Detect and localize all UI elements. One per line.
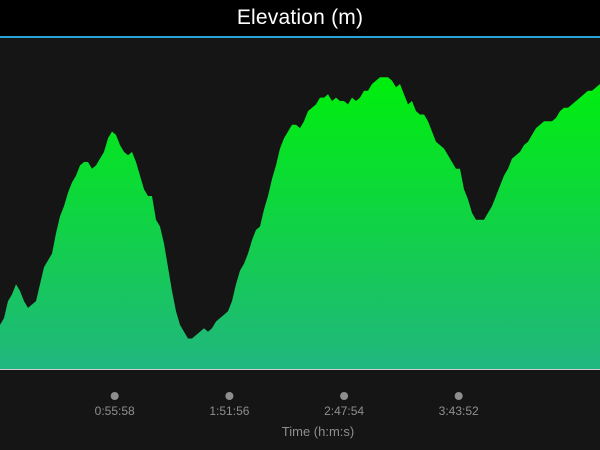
header-bar: Elevation (m) [0, 0, 600, 38]
x-tick-dot [110, 392, 119, 400]
elevation-area [0, 77, 600, 369]
x-tick-dot [225, 392, 234, 400]
x-tick-dot [454, 392, 463, 400]
x-tick-label: 0:55:58 [95, 404, 135, 418]
x-tick-label: 3:43:52 [439, 404, 479, 418]
chart-title: Elevation (m) [236, 6, 364, 29]
x-tick-dot [340, 392, 349, 400]
x-axis-title: Time (h:m:s) [282, 424, 354, 439]
x-tick-label: 1:51:56 [209, 404, 249, 418]
x-tick-label: 2:47:54 [324, 404, 364, 418]
